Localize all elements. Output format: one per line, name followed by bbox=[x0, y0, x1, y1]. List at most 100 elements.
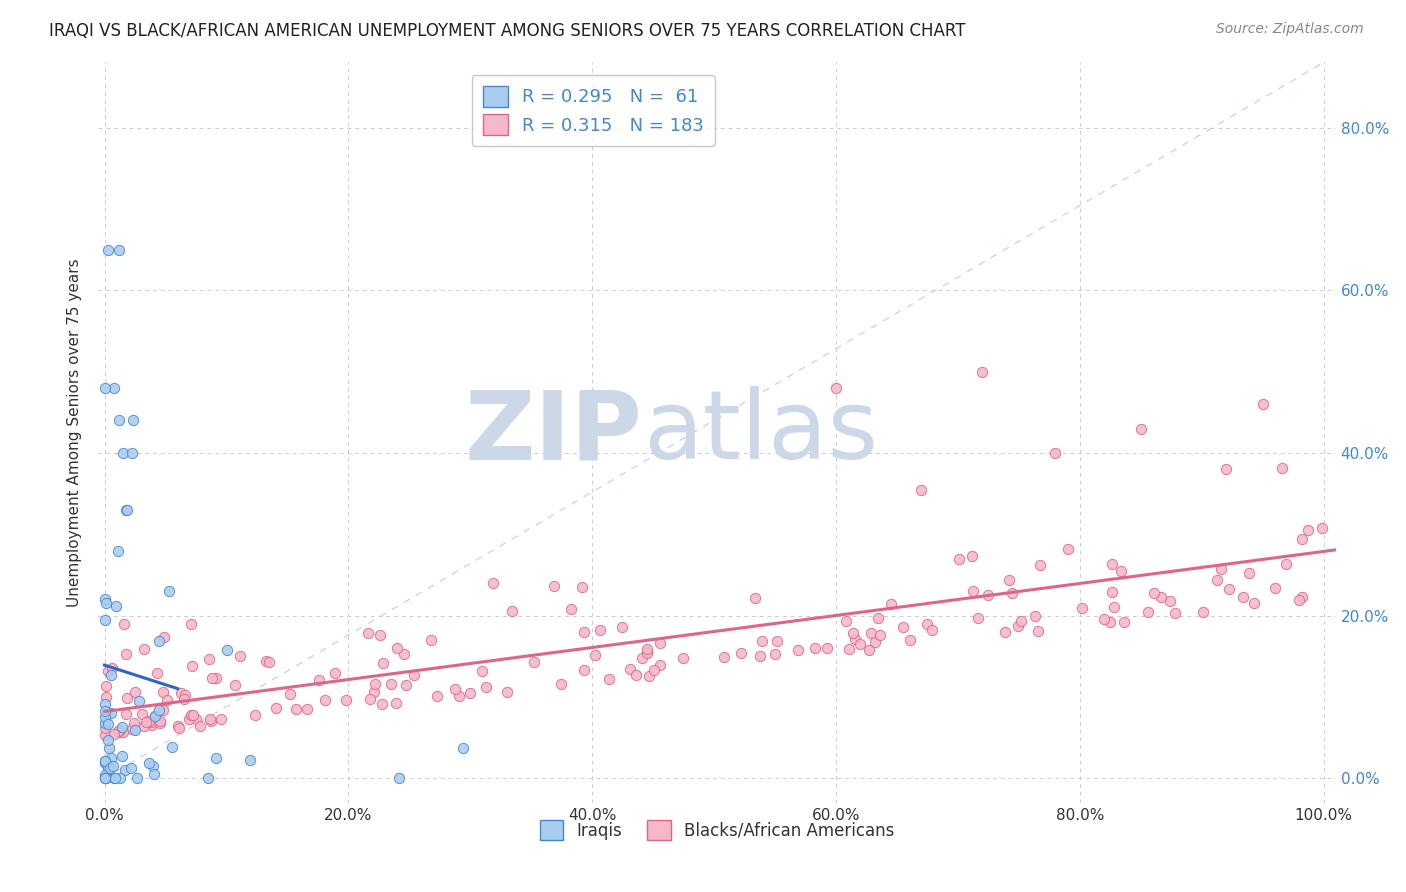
Point bbox=[672, 650, 695, 665]
Point bbox=[744, 591, 766, 606]
Point bbox=[131, 706, 153, 721]
Point bbox=[107, 543, 129, 558]
Point bbox=[1232, 590, 1254, 604]
Point bbox=[173, 688, 195, 702]
Point bbox=[217, 642, 239, 657]
Point bbox=[111, 749, 134, 764]
Point bbox=[648, 636, 671, 650]
Point bbox=[1209, 562, 1232, 576]
Point bbox=[1029, 558, 1052, 573]
Point bbox=[1102, 600, 1125, 615]
Point bbox=[124, 723, 146, 738]
Point bbox=[560, 601, 582, 615]
Point bbox=[108, 413, 131, 427]
Point bbox=[550, 677, 572, 691]
Point bbox=[103, 727, 125, 741]
Point bbox=[107, 723, 129, 738]
Point bbox=[1310, 521, 1333, 535]
Point bbox=[1056, 541, 1078, 556]
Point bbox=[121, 413, 143, 427]
Point bbox=[1098, 615, 1121, 629]
Y-axis label: Unemployment Among Seniors over 75 years: Unemployment Among Seniors over 75 years bbox=[67, 259, 83, 607]
Point bbox=[111, 446, 134, 460]
Point bbox=[190, 719, 212, 733]
Point bbox=[135, 714, 157, 729]
Point bbox=[103, 381, 125, 395]
Point bbox=[359, 691, 381, 706]
Point bbox=[1164, 606, 1187, 620]
Point bbox=[93, 721, 115, 735]
Point bbox=[93, 768, 115, 782]
Point bbox=[141, 714, 163, 729]
Point bbox=[589, 623, 612, 637]
Text: IRAQI VS BLACK/AFRICAN AMERICAN UNEMPLOYMENT AMONG SENIORS OVER 75 YEARS CORRELA: IRAQI VS BLACK/AFRICAN AMERICAN UNEMPLOY… bbox=[49, 22, 966, 40]
Point bbox=[363, 685, 385, 699]
Point bbox=[1010, 614, 1032, 628]
Point bbox=[94, 596, 117, 610]
Point bbox=[501, 604, 523, 618]
Point bbox=[125, 772, 148, 786]
Point bbox=[1129, 421, 1152, 435]
Point bbox=[97, 664, 120, 678]
Point bbox=[1143, 585, 1166, 599]
Point bbox=[426, 689, 449, 703]
Point bbox=[205, 671, 228, 685]
Point bbox=[842, 626, 865, 640]
Point bbox=[93, 592, 115, 607]
Point bbox=[364, 677, 387, 691]
Point bbox=[962, 583, 984, 598]
Point bbox=[132, 641, 155, 656]
Point bbox=[121, 446, 143, 460]
Point bbox=[284, 702, 307, 716]
Point bbox=[148, 634, 170, 648]
Point bbox=[100, 751, 122, 765]
Point bbox=[160, 739, 183, 754]
Point bbox=[388, 772, 411, 786]
Point bbox=[1101, 585, 1123, 599]
Point bbox=[254, 654, 277, 668]
Point bbox=[636, 645, 658, 659]
Point bbox=[838, 641, 860, 656]
Point bbox=[730, 646, 752, 660]
Point bbox=[972, 365, 994, 379]
Point bbox=[132, 719, 155, 733]
Point bbox=[142, 758, 165, 772]
Point bbox=[167, 719, 190, 733]
Point bbox=[143, 708, 166, 723]
Point bbox=[201, 671, 224, 685]
Point bbox=[138, 714, 160, 728]
Point bbox=[1159, 594, 1181, 608]
Point bbox=[295, 702, 318, 716]
Point bbox=[891, 619, 914, 633]
Point bbox=[749, 649, 772, 664]
Point bbox=[1243, 596, 1265, 610]
Point bbox=[278, 687, 301, 701]
Point bbox=[444, 681, 467, 696]
Point bbox=[98, 741, 121, 756]
Point bbox=[1191, 606, 1213, 620]
Point bbox=[115, 503, 138, 517]
Point bbox=[571, 580, 593, 594]
Point bbox=[97, 761, 120, 775]
Point bbox=[180, 708, 202, 723]
Point bbox=[763, 647, 786, 661]
Point bbox=[93, 613, 115, 627]
Point bbox=[100, 667, 122, 681]
Point bbox=[825, 381, 848, 395]
Point bbox=[114, 763, 136, 777]
Point bbox=[420, 633, 443, 648]
Point bbox=[181, 708, 204, 723]
Point bbox=[803, 641, 825, 656]
Point bbox=[200, 712, 222, 726]
Point bbox=[368, 628, 391, 642]
Point bbox=[148, 703, 170, 717]
Point bbox=[173, 692, 195, 706]
Point bbox=[128, 694, 150, 708]
Point bbox=[966, 611, 988, 625]
Point bbox=[264, 701, 287, 715]
Point bbox=[180, 617, 202, 632]
Point bbox=[1150, 590, 1173, 604]
Point bbox=[152, 630, 174, 644]
Point bbox=[93, 772, 115, 786]
Point bbox=[200, 714, 222, 728]
